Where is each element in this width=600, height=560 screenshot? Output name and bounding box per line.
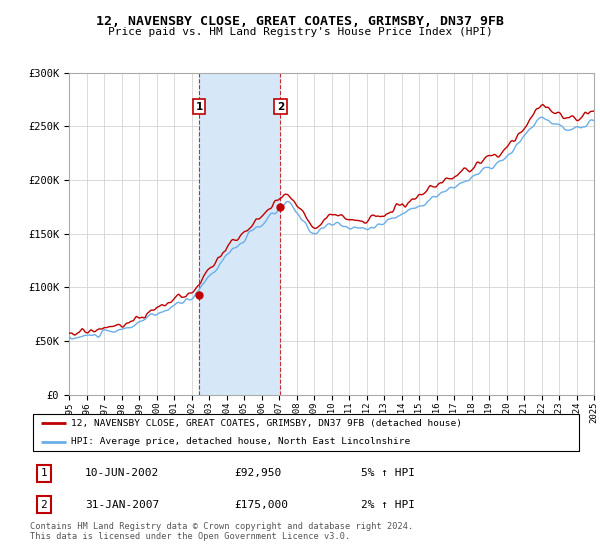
Text: 2: 2 xyxy=(277,101,284,111)
Text: 1: 1 xyxy=(196,101,203,111)
Bar xyxy=(199,73,280,395)
Text: Contains HM Land Registry data © Crown copyright and database right 2024.
This d: Contains HM Land Registry data © Crown c… xyxy=(30,522,413,542)
Text: 2: 2 xyxy=(40,500,47,510)
Text: 12, NAVENSBY CLOSE, GREAT COATES, GRIMSBY, DN37 9FB: 12, NAVENSBY CLOSE, GREAT COATES, GRIMSB… xyxy=(96,15,504,27)
Text: 2% ↑ HPI: 2% ↑ HPI xyxy=(361,500,415,510)
Bar xyxy=(585,73,594,395)
Text: £175,000: £175,000 xyxy=(234,500,288,510)
Text: Price paid vs. HM Land Registry's House Price Index (HPI): Price paid vs. HM Land Registry's House … xyxy=(107,27,493,37)
Text: 10-JUN-2002: 10-JUN-2002 xyxy=(85,468,160,478)
Text: HPI: Average price, detached house, North East Lincolnshire: HPI: Average price, detached house, Nort… xyxy=(71,437,410,446)
FancyBboxPatch shape xyxy=(33,414,579,451)
Text: 1: 1 xyxy=(40,468,47,478)
Text: £92,950: £92,950 xyxy=(234,468,281,478)
Text: 12, NAVENSBY CLOSE, GREAT COATES, GRIMSBY, DN37 9FB (detached house): 12, NAVENSBY CLOSE, GREAT COATES, GRIMSB… xyxy=(71,418,463,427)
Text: 5% ↑ HPI: 5% ↑ HPI xyxy=(361,468,415,478)
Text: 31-JAN-2007: 31-JAN-2007 xyxy=(85,500,160,510)
